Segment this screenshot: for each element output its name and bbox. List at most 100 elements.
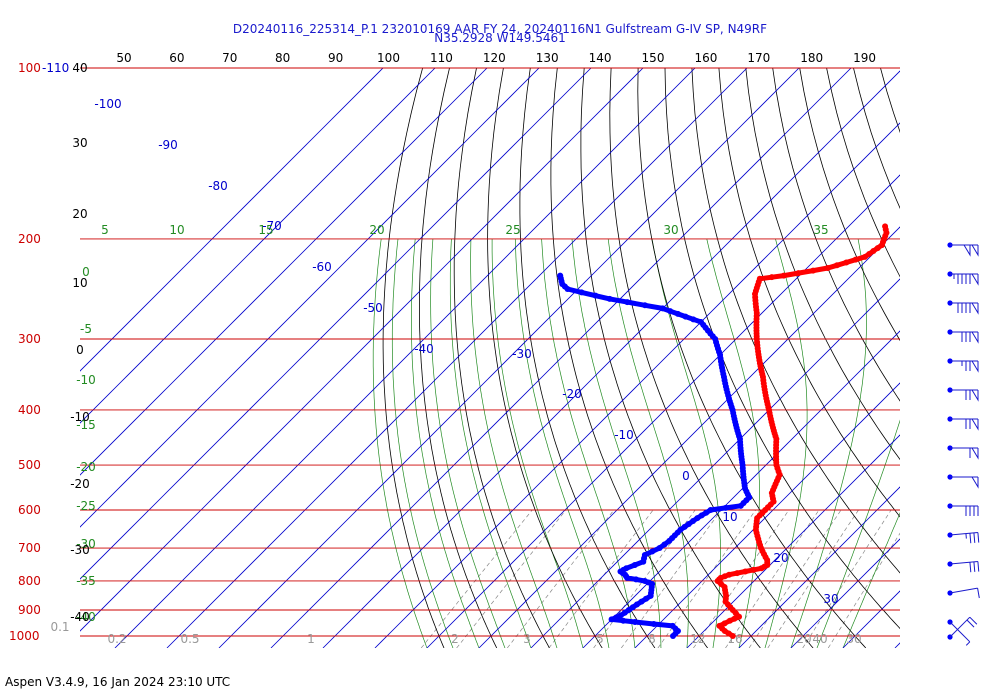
dewpoint-point: [656, 545, 663, 552]
theta-label: 70: [222, 51, 237, 65]
dry-left-label: 10: [72, 276, 87, 290]
theta-label: 120: [483, 51, 506, 65]
temperature-point: [731, 615, 738, 622]
wind-barb: [947, 329, 979, 344]
temperature-point: [734, 570, 741, 577]
wind-barb-shaft: [949, 587, 978, 594]
theta-label: 130: [536, 51, 559, 65]
wind-barb-shaft: [949, 616, 971, 638]
isotherm-label: -30: [512, 347, 532, 361]
mixing-ratio-label: 40: [812, 632, 827, 646]
moist-adiabat-label: 25: [505, 223, 520, 237]
dewpoint-point: [641, 551, 648, 558]
isotherm-line: [426, 174, 900, 648]
isotherms: [80, 68, 900, 648]
temperature-point: [834, 262, 841, 269]
wind-barb-full: [969, 562, 972, 573]
isotherm-line: [738, 486, 900, 648]
temperature-point: [721, 620, 728, 627]
temperature-point: [866, 250, 873, 257]
dry-adiabat-line: [382, 68, 445, 648]
moist-left-label: 0: [82, 265, 90, 279]
wind-barb-flag: [971, 331, 979, 344]
pressure-label: 1000: [9, 629, 40, 643]
mixing-ratio-label: 2: [451, 632, 459, 646]
temperature-point: [742, 568, 749, 575]
isotherm-line: [478, 226, 900, 648]
mixing-ratio-label: 1: [307, 632, 315, 646]
wind-barb: [947, 445, 979, 460]
moist-adiabat-line: [391, 238, 454, 648]
dry-adiabat-line: [550, 68, 708, 648]
temperature-point: [750, 566, 757, 573]
pressure-label: 400: [18, 403, 41, 417]
mixing-ratio-label: 3: [523, 632, 531, 646]
pressure-label: 800: [18, 574, 41, 588]
wind-barb-flag: [971, 360, 979, 373]
wind-barb: [947, 242, 979, 257]
wind-barb-flag: [971, 389, 979, 402]
wind-barb: [947, 561, 980, 573]
moist-left-label: -20: [76, 460, 96, 474]
moist-adiabat-label: 5: [101, 223, 109, 237]
dewpoint-point: [698, 318, 705, 325]
wind-barb-flag: [971, 302, 979, 315]
pressure-label: 300: [18, 332, 41, 346]
theta-label: 90: [328, 51, 343, 65]
temperature-point: [852, 256, 859, 263]
dry-adiabat-line: [419, 68, 498, 648]
theta-label: 180: [800, 51, 823, 65]
isotherm-line: [80, 68, 384, 372]
wind-barb: [947, 587, 980, 599]
moist-adiabat-line: [816, 419, 900, 648]
moist-left-label: -40: [76, 610, 96, 624]
wind-barb-full: [977, 561, 980, 572]
isotherm-label: 30: [823, 592, 838, 606]
theta-label: 100: [377, 51, 400, 65]
moist-adiabat-line: [372, 238, 428, 648]
dry-adiabat-line: [745, 68, 900, 461]
temperature-point: [756, 275, 763, 282]
isotherm-label: -90: [158, 138, 178, 152]
isotherm-label: -20: [562, 387, 582, 401]
dewpoint-point: [690, 518, 697, 525]
isotherm-line: [166, 68, 748, 648]
dewpoint-point: [633, 601, 640, 608]
chart-title: D20240116_225314_P.1 232010169 AAR FY 24…: [232, 22, 768, 36]
mixing-ratio-line: [725, 509, 820, 648]
mixing-ratio-line: [420, 509, 533, 648]
pressure-label: 100: [18, 61, 41, 75]
isotherm-line: [322, 70, 900, 648]
dewpoint-point: [681, 523, 688, 530]
mixing-ratio-label: 30: [846, 632, 861, 646]
dewpoint-point: [698, 512, 705, 519]
dewpoint-point: [694, 515, 701, 522]
isotherm-label: -60: [312, 260, 332, 274]
dewpoint-point: [578, 289, 585, 296]
wind-barb: [947, 532, 980, 544]
moist-left-label: -10: [76, 373, 96, 387]
wind-barb: [947, 474, 979, 489]
dewpoint-point: [631, 562, 638, 569]
footer-version: Aspen V3.4.9, 16 Jan 2024 23:10 UTC: [5, 675, 231, 689]
mixing-ratio-line: [456, 509, 567, 648]
mixing-ratio-line: [507, 509, 615, 648]
wind-barb-shaft: [949, 621, 971, 643]
dry-adiabat-line: [826, 68, 900, 278]
temperature-point: [768, 274, 775, 281]
wind-barb-full: [969, 533, 972, 544]
isotherm-label: -10: [614, 428, 634, 442]
moist-adiabat-line: [651, 238, 721, 648]
dry-left-label: 30: [72, 136, 87, 150]
isotherm-line: [218, 68, 800, 648]
isotherm-line: [270, 68, 852, 648]
moist-adiabat-label: 30: [663, 223, 678, 237]
sounding-profiles: [557, 223, 890, 639]
moist-adiabat-label: 20: [369, 223, 384, 237]
mixing-ratio-label: 0.2: [107, 632, 126, 646]
dewpoint-point: [638, 598, 645, 605]
moist-left-label: -30: [76, 537, 96, 551]
moist-adiabat-line: [842, 512, 900, 648]
dewpoint-point: [690, 316, 697, 323]
